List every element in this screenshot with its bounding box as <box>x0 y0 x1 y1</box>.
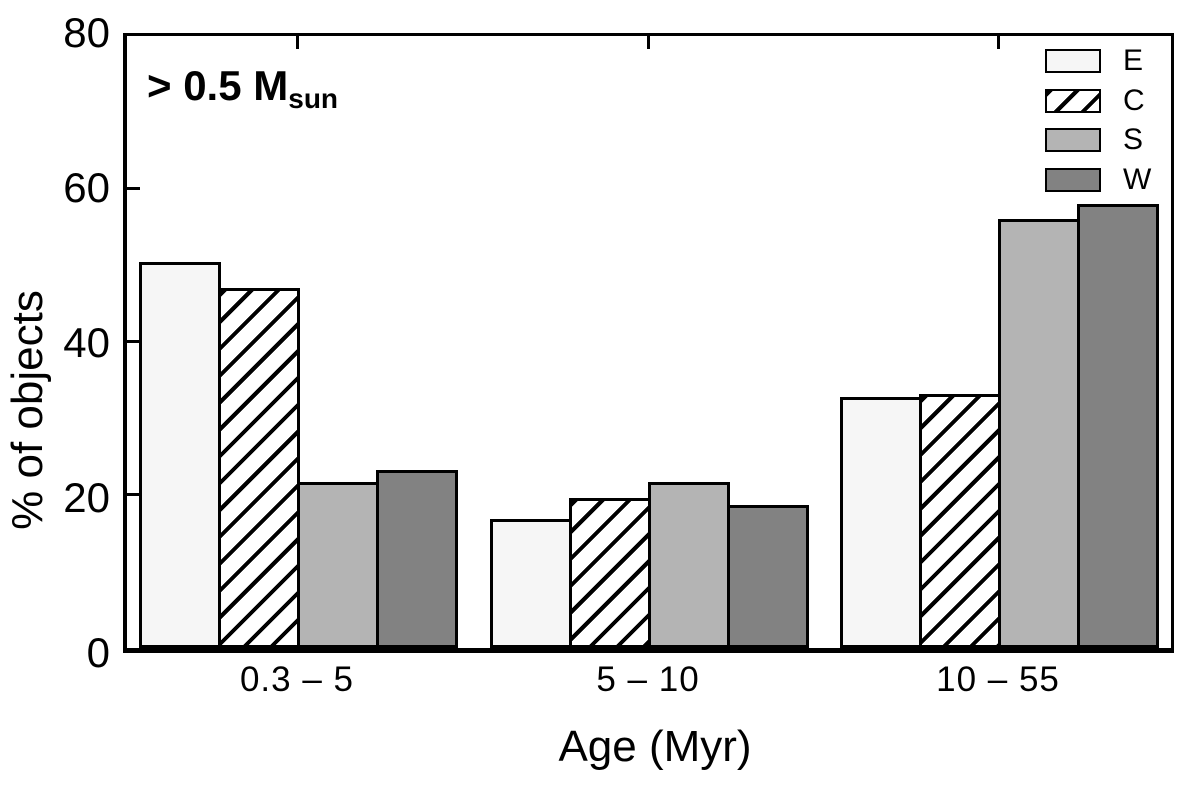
bar-w-2 <box>727 505 809 648</box>
x-tick-label: 10 – 55 <box>936 660 1060 699</box>
y-tick-label: 20 <box>63 474 110 521</box>
y-axis-tick <box>127 340 140 343</box>
annotation-text: > 0.5 M <box>147 62 289 109</box>
legend-label-c: C <box>1123 84 1145 117</box>
y-tick-label: 0 <box>86 629 110 676</box>
mass-threshold-annotation: > 0.5 Msun <box>147 62 338 123</box>
bar-w-3 <box>1077 204 1159 648</box>
x-axis-title: Age (Myr) <box>558 722 752 771</box>
bar-s-2 <box>648 482 730 648</box>
legend-label-e: E <box>1123 44 1144 77</box>
legend-swatch-c <box>1045 89 1101 113</box>
y-tick-label: 80 <box>63 9 110 56</box>
top-axis-tick <box>646 36 650 49</box>
bar-s-3 <box>998 219 1080 648</box>
bar-e-2 <box>490 519 572 648</box>
x-tick-label: 5 – 10 <box>596 660 700 699</box>
annotation-subscript: sun <box>288 83 339 114</box>
legend-label-s: S <box>1123 123 1144 156</box>
bar-w-1 <box>376 470 458 648</box>
x-tick-label: 0.3 – 5 <box>239 660 355 699</box>
legend-swatch-w <box>1045 168 1101 192</box>
legend-swatch-e <box>1045 49 1101 73</box>
top-axis-tick <box>295 36 299 49</box>
bar-c-3 <box>919 394 1001 648</box>
bar-e-1 <box>139 262 221 648</box>
legend-label-w: W <box>1123 163 1152 196</box>
bar-c-1 <box>218 288 300 648</box>
legend-swatch-s <box>1045 128 1101 152</box>
bar-c-2 <box>569 498 651 648</box>
y-tick-label: 40 <box>63 319 110 366</box>
bar-s-1 <box>297 482 379 648</box>
top-axis-tick <box>996 36 1000 49</box>
bar-e-3 <box>840 397 922 648</box>
y-axis-tick <box>127 187 140 190</box>
y-tick-label: 60 <box>63 164 110 211</box>
y-axis-title: % of objects <box>3 290 52 530</box>
y-axis-tick <box>127 493 140 496</box>
